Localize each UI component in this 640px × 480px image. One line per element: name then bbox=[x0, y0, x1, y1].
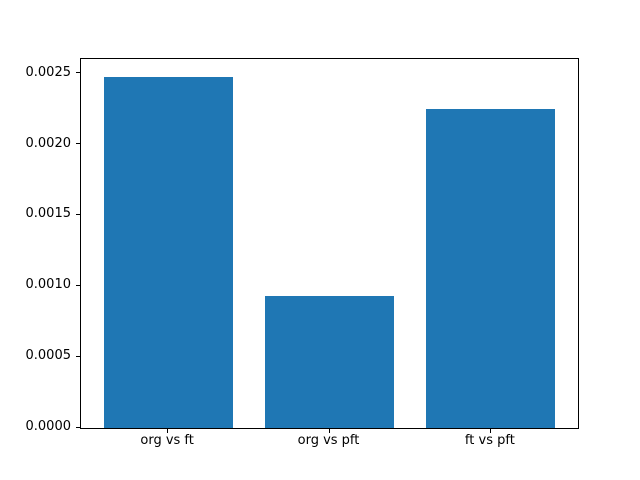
y-tick-mark bbox=[76, 143, 80, 145]
x-tick-label: ft vs pft bbox=[464, 433, 515, 448]
bar bbox=[426, 109, 556, 428]
plot-area bbox=[80, 58, 579, 429]
x-tick-mark bbox=[167, 429, 169, 433]
bar bbox=[264, 296, 395, 428]
y-tick-mark bbox=[76, 213, 80, 215]
y-tick-label: 0.0015 bbox=[25, 206, 72, 222]
y-tick-label: 0.0005 bbox=[25, 348, 72, 364]
x-tick-mark bbox=[489, 429, 491, 433]
bar bbox=[103, 76, 233, 428]
x-tick-label: org vs pft bbox=[297, 433, 360, 448]
y-tick-label: 0.0025 bbox=[25, 64, 72, 80]
y-tick-mark bbox=[76, 284, 80, 286]
y-tick-label: 0.0010 bbox=[25, 277, 72, 293]
y-tick-mark bbox=[76, 355, 80, 357]
x-tick-mark bbox=[328, 429, 330, 433]
y-tick-label: 0.0000 bbox=[25, 419, 72, 434]
x-tick-label: org vs ft bbox=[140, 433, 194, 448]
y-tick-label: 0.0020 bbox=[25, 135, 72, 151]
y-tick-mark bbox=[76, 72, 80, 74]
y-tick-mark bbox=[76, 426, 80, 428]
